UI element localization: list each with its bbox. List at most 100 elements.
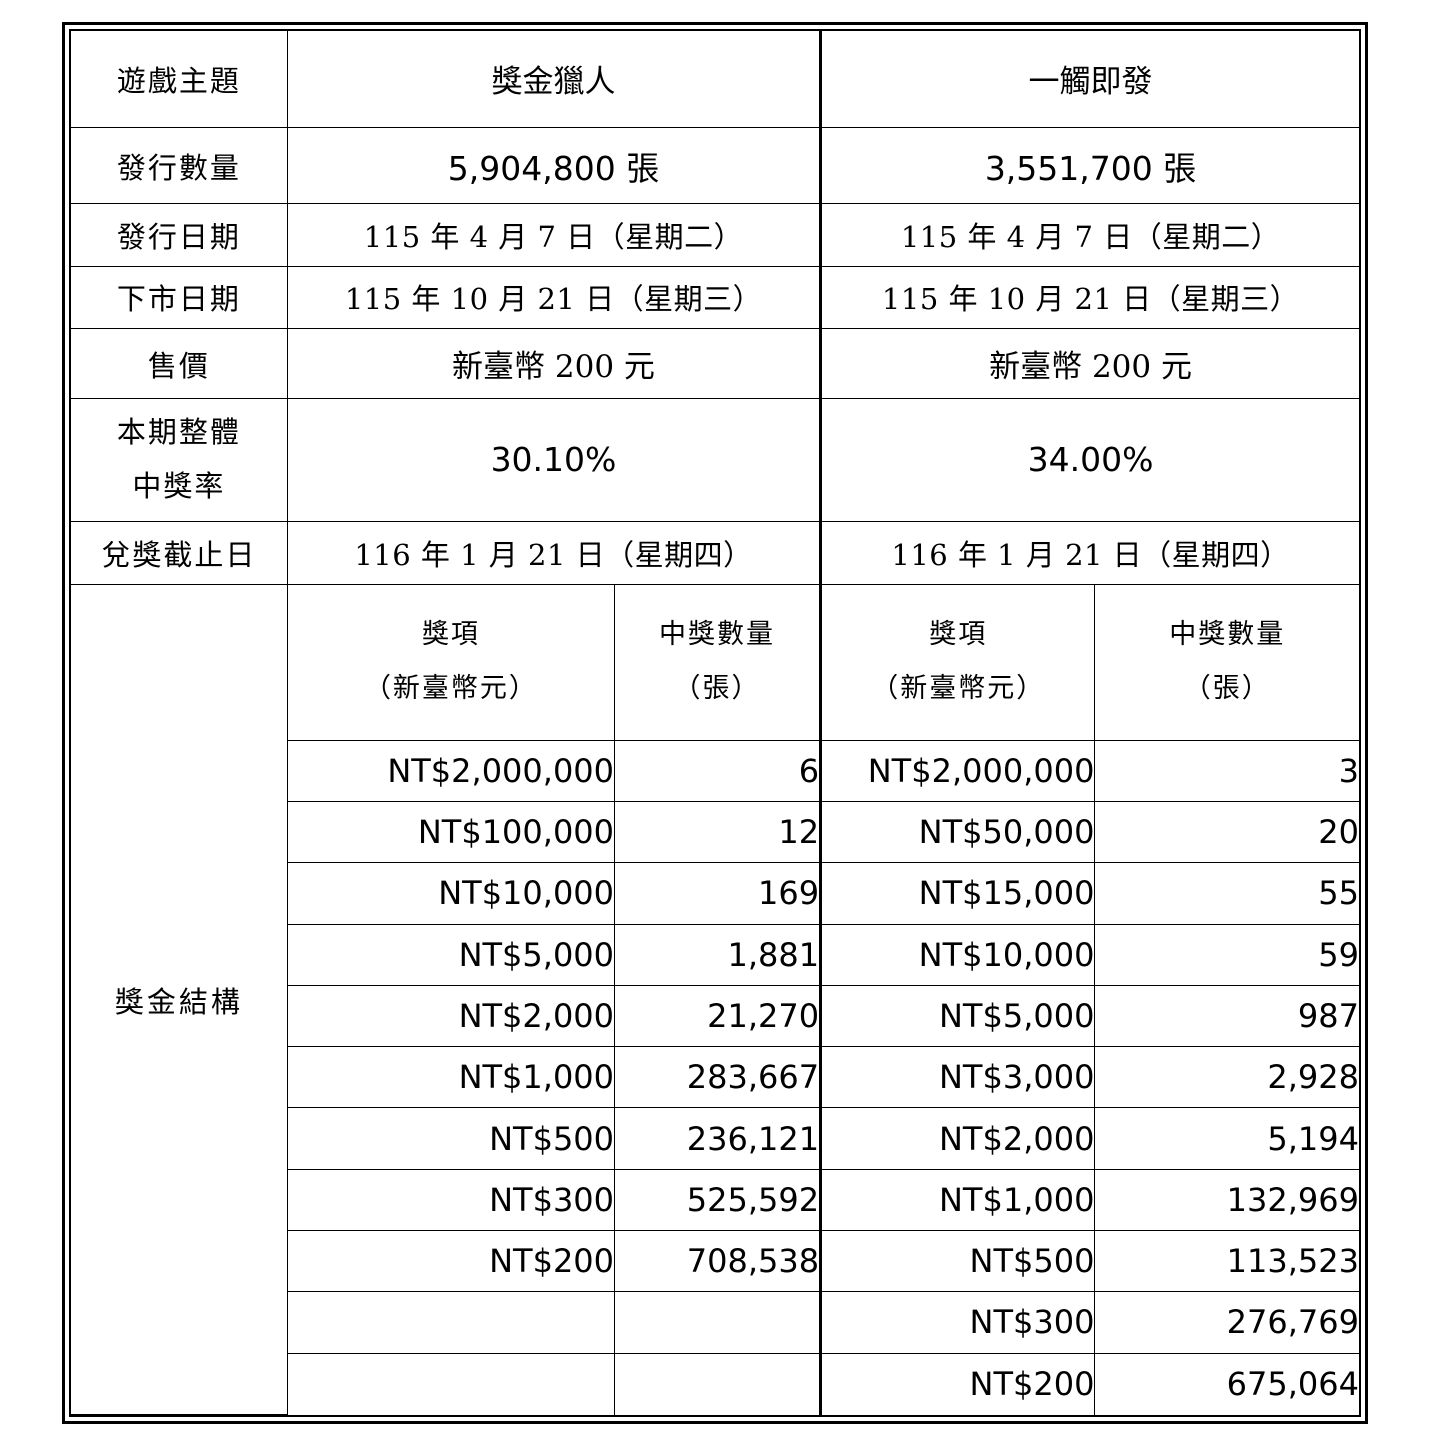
cell-issue-qty-game1: 5,904,800 張: [286, 126, 823, 205]
prize-amount-g2: NT$2,000,000: [820, 739, 1096, 803]
cell-delist-date-game1: 115 年 10 月 21 日（星期三）: [286, 265, 823, 329]
prize-amount-g1: NT$1,000: [286, 1046, 616, 1109]
subheader-count-line1-g2: 中獎數量: [1169, 619, 1286, 651]
prize-amount-g1: NT$100,000: [286, 801, 616, 864]
prize-amount-g1: [286, 1291, 616, 1354]
table-row: NT$2,000,000 6 NT$2,000,000 3: [71, 739, 1359, 803]
prize-count-g2: 987: [1094, 984, 1359, 1048]
row-label-claim-deadline: 兌獎截止日: [71, 520, 288, 586]
table-row: NT$200 708,538 NT$500 113,523: [71, 1230, 1359, 1293]
prize-count-g1: [614, 1291, 823, 1354]
table-row-delist-date: 下市日期 115 年 10 月 21 日（星期三） 115 年 10 月 21 …: [71, 265, 1359, 329]
subheader-prize-line2-g1: （新臺幣元）: [363, 673, 538, 705]
cell-price-game1: 新臺幣 200 元: [286, 327, 823, 400]
prize-amount-g2: NT$50,000: [820, 801, 1096, 864]
subheader-prize-line2-g2: （新臺幣元）: [871, 673, 1046, 705]
table-row-claim-deadline: 兌獎截止日 116 年 1 月 21 日（星期四） 116 年 1 月 21 日…: [71, 520, 1359, 586]
table-row: NT$5,000 1,881 NT$10,000 59: [71, 923, 1359, 986]
table-outer-frame: 遊戲主題 獎金獵人 一觸即發 發行數量 5,904,800 張 3,551,70…: [62, 22, 1368, 1424]
subheader-prize-line1-g1: 獎項: [421, 619, 480, 651]
prize-amount-g2: NT$10,000: [820, 923, 1096, 986]
row-label-prize-structure: 獎金結構: [71, 584, 288, 1415]
row-label-issue-date: 發行日期: [71, 203, 288, 267]
prize-amount-g2: NT$5,000: [820, 984, 1096, 1048]
subheader-prize-line1-g2: 獎項: [929, 619, 988, 651]
table-row: NT$200 675,064: [71, 1352, 1359, 1415]
prize-count-g1: 169: [614, 862, 823, 925]
cell-claim-deadline-game2: 116 年 1 月 21 日（星期四）: [820, 520, 1359, 586]
table-row: NT$300 276,769: [71, 1291, 1359, 1354]
subheader-count-game2: 中獎數量 （張）: [1094, 584, 1359, 741]
prize-amount-g1: [286, 1352, 616, 1415]
prize-count-g1: 21,270: [614, 984, 823, 1048]
prize-amount-g2: NT$200: [820, 1352, 1096, 1415]
prize-count-g2: 59: [1094, 923, 1359, 986]
prize-count-g2: 113,523: [1094, 1230, 1359, 1293]
prize-count-g2: 276,769: [1094, 1291, 1359, 1354]
table-row-prize-subheader: 獎金結構 獎項 （新臺幣元） 中獎數量 （張） 獎項 （新臺幣元）: [71, 584, 1359, 1415]
prize-count-g2: 2,928: [1094, 1046, 1359, 1109]
subheader-count-line2-g2: （張）: [1183, 673, 1271, 705]
prize-count-g2: 20: [1094, 801, 1359, 864]
table-row-issue-date: 發行日期 115 年 4 月 7 日（星期二） 115 年 4 月 7 日（星期…: [71, 203, 1359, 267]
table-row: NT$1,000 283,667 NT$3,000 2,928: [71, 1046, 1359, 1109]
prize-amount-g1: NT$500: [286, 1107, 616, 1170]
prize-count-g1: 6: [614, 739, 823, 803]
cell-price-game2: 新臺幣 200 元: [820, 327, 1359, 400]
prize-amount-g2: NT$500: [820, 1230, 1096, 1293]
cell-claim-deadline-game1: 116 年 1 月 21 日（星期四）: [286, 520, 823, 586]
table-row-price: 售價 新臺幣 200 元 新臺幣 200 元: [71, 327, 1359, 400]
table-row: NT$2,000 21,270 NT$5,000 987: [71, 984, 1359, 1048]
prize-amount-g1: NT$2,000,000: [286, 739, 616, 803]
prize-count-g2: 675,064: [1094, 1352, 1359, 1415]
prize-amount-g2: NT$2,000: [820, 1107, 1096, 1170]
cell-theme-game2: 一觸即發: [820, 31, 1359, 128]
prize-amount-g1: NT$2,000: [286, 984, 616, 1048]
lottery-info-table: 遊戲主題 獎金獵人 一觸即發 發行數量 5,904,800 張 3,551,70…: [71, 31, 1359, 1415]
prize-amount-g1: NT$200: [286, 1230, 616, 1293]
row-label-win-rate-line1: 本期整體: [116, 415, 241, 450]
prize-count-g1: 708,538: [614, 1230, 823, 1293]
prize-amount-g2: NT$1,000: [820, 1168, 1096, 1232]
prize-count-g2: 3: [1094, 739, 1359, 803]
prize-amount-g1: NT$5,000: [286, 923, 616, 986]
cell-issue-qty-game2: 3,551,700 張: [820, 126, 1359, 205]
prize-amount-g2: NT$300: [820, 1291, 1096, 1354]
prize-amount-g1: NT$300: [286, 1168, 616, 1232]
prize-count-g1: 283,667: [614, 1046, 823, 1109]
row-label-issue-qty: 發行數量: [71, 126, 288, 205]
row-label-win-rate: 本期整體 中獎率: [71, 398, 288, 522]
prize-amount-g1: NT$10,000: [286, 862, 616, 925]
prize-count-g1: 1,881: [614, 923, 823, 986]
subheader-prize-game2: 獎項 （新臺幣元）: [820, 584, 1096, 741]
row-label-price: 售價: [71, 327, 288, 400]
prize-count-g2: 132,969: [1094, 1168, 1359, 1232]
prize-amount-g2: NT$15,000: [820, 862, 1096, 925]
table-row-win-rate: 本期整體 中獎率 30.10% 34.00%: [71, 398, 1359, 522]
cell-theme-game1: 獎金獵人: [286, 31, 823, 128]
table-row: NT$100,000 12 NT$50,000 20: [71, 801, 1359, 864]
cell-issue-date-game1: 115 年 4 月 7 日（星期二）: [286, 203, 823, 267]
row-label-theme: 遊戲主題: [71, 31, 288, 128]
prize-count-g1: 525,592: [614, 1168, 823, 1232]
prize-amount-g2: NT$3,000: [820, 1046, 1096, 1109]
prize-count-g1: [614, 1352, 823, 1415]
prize-count-g1: 12: [614, 801, 823, 864]
table-row-theme: 遊戲主題 獎金獵人 一觸即發: [71, 31, 1359, 128]
cell-delist-date-game2: 115 年 10 月 21 日（星期三）: [820, 265, 1359, 329]
prize-count-g1: 236,121: [614, 1107, 823, 1170]
prize-count-g2: 5,194: [1094, 1107, 1359, 1170]
subheader-prize-game1: 獎項 （新臺幣元）: [286, 584, 616, 741]
row-label-delist-date: 下市日期: [71, 265, 288, 329]
cell-win-rate-game2: 34.00%: [820, 398, 1359, 522]
row-label-win-rate-line2: 中獎率: [132, 468, 226, 503]
table-row: NT$10,000 169 NT$15,000 55: [71, 862, 1359, 925]
table-row: NT$500 236,121 NT$2,000 5,194: [71, 1107, 1359, 1170]
cell-issue-date-game2: 115 年 4 月 7 日（星期二）: [820, 203, 1359, 267]
table-row: NT$300 525,592 NT$1,000 132,969: [71, 1168, 1359, 1232]
subheader-count-line2-g1: （張）: [673, 673, 761, 705]
prize-count-g2: 55: [1094, 862, 1359, 925]
table-row-issue-qty: 發行數量 5,904,800 張 3,551,700 張: [71, 126, 1359, 205]
subheader-count-line1-g1: 中獎數量: [659, 619, 776, 651]
